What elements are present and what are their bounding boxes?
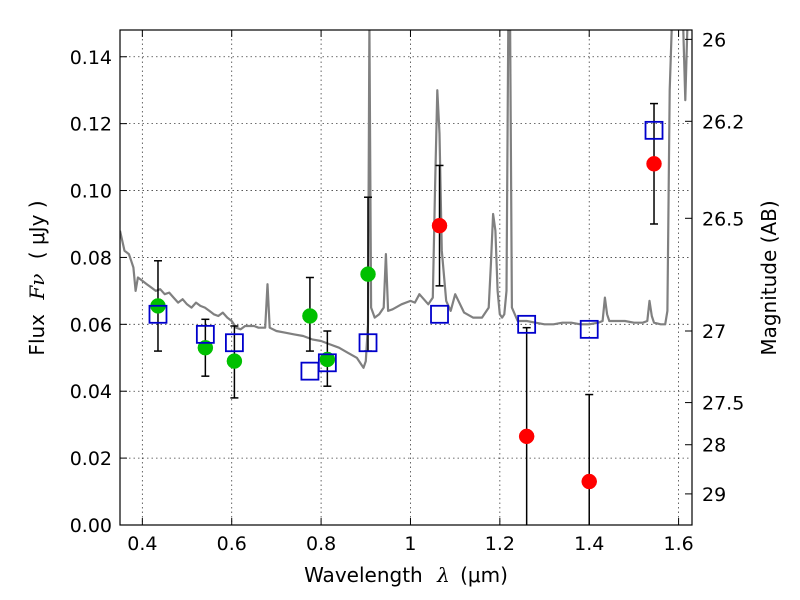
y-tick-label: 0.10: [70, 181, 112, 203]
x-axis-title-symbol: λ: [436, 563, 450, 587]
y-tick-label: 0.00: [70, 515, 112, 537]
ticks-layer: 0.4 0.6 0.8 1 1.2 1.4 1.6 0.00 0.02 0.04 0.06 0.08 0…: [70, 29, 745, 555]
x-tick-label: 0.6: [217, 533, 247, 555]
y-tick-label: 0.04: [70, 381, 112, 403]
plot-frame: [119, 29, 693, 526]
model-point-square: [644, 120, 664, 140]
y-tick-label: 0.08: [70, 247, 112, 269]
x-tick-label: 0.8: [306, 533, 336, 555]
x-tick-label: 1.2: [485, 533, 515, 555]
red-data-point: [646, 156, 662, 172]
model-spectrum-line: [120, 30, 689, 369]
grid: [120, 30, 692, 526]
model-point-square: [358, 333, 378, 353]
y-tick-label: 0.14: [70, 47, 112, 69]
red-data-point: [518, 428, 535, 445]
x-axis-title-prefix: Wavelength: [304, 563, 423, 587]
y2-axis-title: Magnitude (AB): [757, 200, 781, 355]
plot-background: [120, 30, 692, 525]
x-axis-title-unit: (μm): [460, 563, 508, 587]
y2-tick-label: 27.5: [702, 393, 744, 415]
spectrum-layer: [120, 30, 689, 369]
model-point-square: [148, 304, 168, 324]
model-point-square: [195, 324, 215, 344]
y2-tick-label: 27: [702, 321, 726, 343]
green-data-point: [226, 353, 243, 369]
y-tick-label: 0.06: [70, 314, 112, 336]
y2-tick-label: 28: [702, 435, 726, 457]
x-tick-label: 0.4: [127, 533, 157, 555]
model-point-square: [224, 333, 244, 353]
x-axis-title: Wavelength λ (μm): [304, 563, 508, 587]
model-point-square: [579, 319, 599, 339]
x-tick-label: 1.4: [574, 533, 604, 555]
green-data-point: [319, 351, 336, 368]
y-tick-label: 0.02: [70, 448, 112, 470]
model-point-square: [317, 353, 337, 373]
model-point-square: [430, 304, 449, 324]
x-tick-label: 1.6: [663, 533, 693, 555]
y2-tick-label: 29: [702, 484, 726, 506]
green-data-point: [197, 339, 214, 356]
y-axis-title-prefix: Flux: [25, 314, 49, 356]
errorbar-layer: [153, 102, 659, 525]
y2-tick-label: 26: [702, 29, 726, 51]
y2-tick-label: 26.5: [702, 208, 744, 230]
red-data-point: [581, 473, 597, 490]
y-tick-label: 0.12: [70, 114, 112, 136]
marker-layer: [148, 120, 664, 490]
model-point-square: [517, 314, 537, 334]
y-axis-title-unit: ( μJy ): [25, 200, 49, 259]
y-axis-title-symbol: Fν: [25, 274, 49, 301]
red-data-point: [431, 217, 448, 234]
green-data-point: [360, 266, 376, 282]
x-tick-label: 1: [404, 533, 416, 555]
y2-tick-label: 26.2: [702, 111, 744, 133]
y-axis-title: Flux Fν ( μJy ): [25, 200, 49, 355]
green-data-point: [302, 308, 318, 324]
